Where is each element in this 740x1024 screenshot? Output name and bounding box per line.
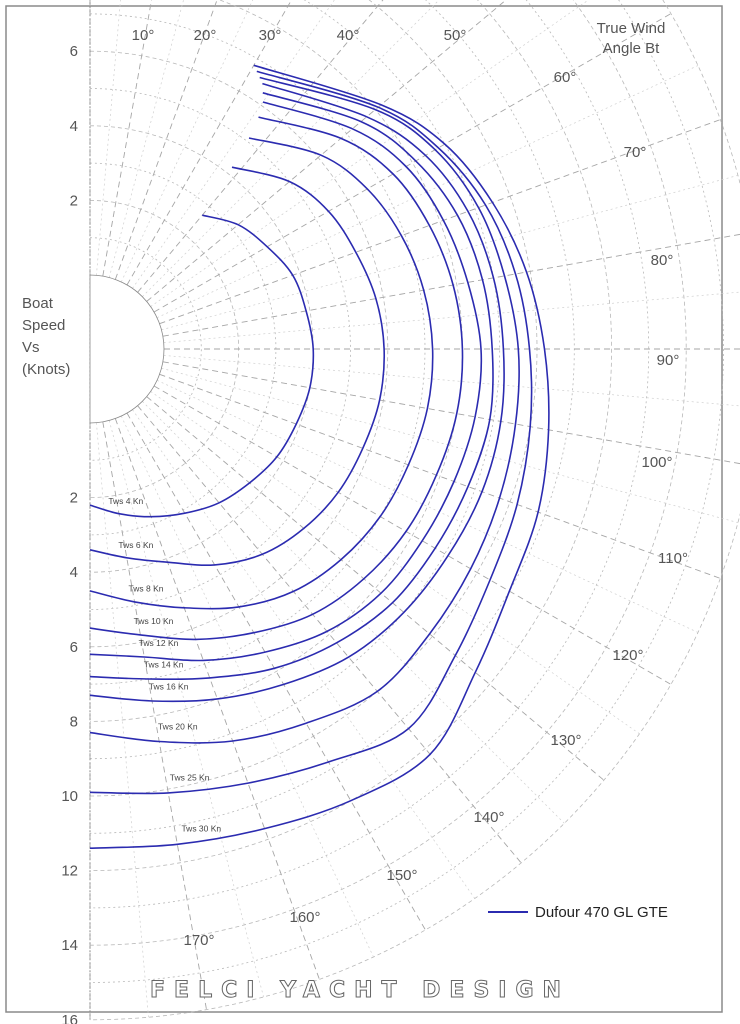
series-line-tws-6-kn xyxy=(89,166,386,567)
angle-tick-150: 150° xyxy=(386,867,417,884)
angle-axis-title: True Wind Angle Bt xyxy=(597,20,666,57)
polar-curves xyxy=(89,64,550,849)
grid-spoke-120 xyxy=(153,385,672,685)
series-label-tws-16-kn: Tws 16 Kn xyxy=(149,682,189,692)
radial-tick-lower-12: 12 xyxy=(61,863,78,880)
series-label-tws-6-kn: Tws 6 Kn xyxy=(118,540,153,550)
angle-tick-30: 30° xyxy=(259,27,282,44)
radial-tick-lower-16: 16 xyxy=(61,1012,78,1024)
grid-spoke-45 xyxy=(142,0,440,297)
series-label-tws-4-kn: Tws 4 Kn xyxy=(108,496,143,506)
angle-tick-50: 50° xyxy=(444,27,467,44)
grid-spoke-140 xyxy=(137,405,522,864)
series-line-tws-12-kn xyxy=(89,101,483,662)
radial-tick-lower-6: 6 xyxy=(70,639,78,656)
grid-spoke-130 xyxy=(146,396,605,781)
angle-tick-80: 80° xyxy=(651,252,674,269)
radial-tick-lower-10: 10 xyxy=(61,788,78,805)
angle-title-line-2: Angle Bt xyxy=(603,40,661,57)
grid-spoke-80 xyxy=(162,233,740,337)
grid-spoke-115 xyxy=(156,379,699,633)
series-label-tws-12-kn: Tws 12 Kn xyxy=(139,638,179,648)
angle-title-line-1: True Wind xyxy=(597,20,666,37)
radial-tick-upper-6: 6 xyxy=(70,43,78,60)
radial-tick-labels: 8642246810121416 xyxy=(61,43,78,1024)
angle-tick-70: 70° xyxy=(624,144,647,161)
radial-axis-title: Boat Speed Vs (Knots) xyxy=(22,295,70,378)
angle-tick-140: 140° xyxy=(473,809,504,826)
radial-title-line-2: Speed xyxy=(22,317,65,334)
series-label-tws-14-kn: Tws 14 Kn xyxy=(144,660,184,670)
series-line-tws-20-kn xyxy=(89,76,520,744)
grid-ring-12 xyxy=(89,0,612,871)
series-line-tws-4-kn xyxy=(89,214,315,518)
grid-spoke-35 xyxy=(132,0,335,289)
angle-tick-120: 120° xyxy=(612,647,643,664)
polar-hub xyxy=(89,274,165,424)
radial-title-line-1: Boat xyxy=(22,295,54,312)
grid-spoke-60 xyxy=(153,13,672,313)
grid-spoke-170 xyxy=(102,421,207,1010)
radial-tick-lower-8: 8 xyxy=(70,713,78,730)
grid-ring-1 xyxy=(89,237,202,461)
series-line-tws-16-kn xyxy=(89,82,505,703)
radial-title-line-3: Vs xyxy=(22,339,40,356)
series-label-tws-20-kn: Tws 20 Kn xyxy=(158,722,198,732)
chart-frame xyxy=(5,5,723,1013)
brand-logo: FELCI YACHT DESIGN xyxy=(150,978,570,1003)
angle-tick-110: 110° xyxy=(658,550,688,567)
series-line-tws-8-kn xyxy=(89,137,434,610)
grid-spoke-65 xyxy=(156,65,699,319)
grid-spoke-95 xyxy=(163,355,740,407)
curve-labels: Tws 4 Kn Tws 6 Kn Tws 8 Kn Tws 10 Kn Tws 12 … xyxy=(108,496,221,833)
angle-tick-20: 20° xyxy=(194,27,217,44)
radial-tick-upper-4: 4 xyxy=(70,118,78,135)
series-line-tws-14-kn xyxy=(89,92,494,681)
radial-tick-upper-2: 2 xyxy=(70,192,78,209)
radial-title-line-4: (Knots) xyxy=(22,361,70,378)
angle-tick-40: 40° xyxy=(337,27,360,44)
grid-spoke-10 xyxy=(102,0,152,277)
legend: Dufour 470 GL GTE xyxy=(488,904,668,921)
legend-label: Dufour 470 GL GTE xyxy=(535,904,668,921)
series-line-tws-10-kn xyxy=(89,116,464,641)
radial-tick-lower-2: 2 xyxy=(70,490,78,507)
polar-hub-disc xyxy=(89,274,165,424)
angle-tick-10: 10° xyxy=(132,27,155,44)
grid-ring-13 xyxy=(89,0,650,909)
grid-ring-10 xyxy=(89,0,538,797)
radial-tick-lower-4: 4 xyxy=(70,564,78,581)
angle-tick-100: 100° xyxy=(641,454,672,471)
radial-tick-lower-14: 14 xyxy=(61,937,78,954)
angle-tick-130: 130° xyxy=(550,732,581,749)
angle-tick-labels: 10° 20° 30° 40° 50° 60° 70° 80° 90° 100° 110° 120° 1… xyxy=(132,27,688,949)
series-line-tws-30-kn xyxy=(89,64,550,849)
series-label-tws-30-kn: Tws 30 Kn xyxy=(181,823,221,833)
angle-tick-60: 60° xyxy=(554,69,577,86)
series-label-tws-25-kn: Tws 25 Kn xyxy=(170,772,210,782)
angle-tick-170: 170° xyxy=(183,932,214,949)
grid-spoke-100 xyxy=(162,361,740,465)
grid-spoke-50 xyxy=(146,0,507,302)
series-label-tws-8-kn: Tws 8 Kn xyxy=(129,583,164,593)
grid-spoke-85 xyxy=(163,291,740,343)
angle-tick-90: 90° xyxy=(657,352,680,369)
grid-ring-14 xyxy=(89,0,687,946)
grid-spoke-25 xyxy=(120,0,254,283)
angle-tick-160: 160° xyxy=(289,909,320,926)
grid-ring-5 xyxy=(89,88,351,610)
series-line-tws-25-kn xyxy=(89,70,533,795)
series-label-tws-10-kn: Tws 10 Kn xyxy=(134,616,174,626)
